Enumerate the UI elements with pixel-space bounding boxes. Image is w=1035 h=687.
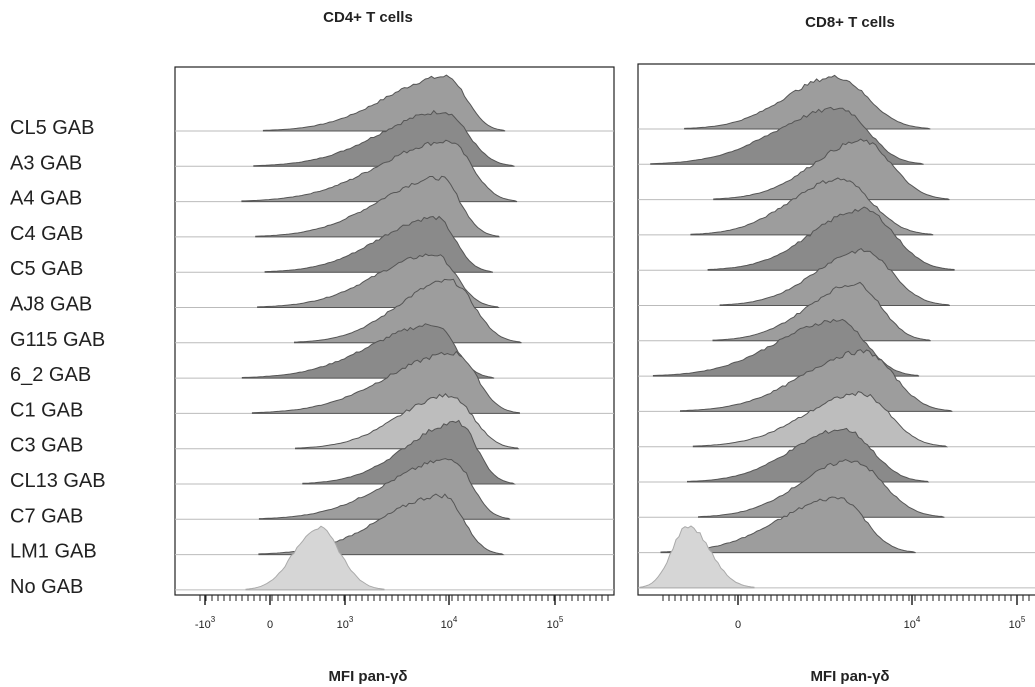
histogram xyxy=(719,247,950,306)
tick-base: 10 xyxy=(337,619,349,631)
row-label: C5 GAB xyxy=(10,258,83,280)
row-label: A3 GAB xyxy=(10,152,82,174)
x-tick-label: 104 xyxy=(441,615,458,631)
histogram xyxy=(713,138,950,201)
x-axis-label: MFI pan-γδ xyxy=(328,668,407,685)
panel: 0 104 105 xyxy=(637,63,1035,631)
tick-base: 0 xyxy=(735,619,741,631)
row-label: C1 GAB xyxy=(10,399,83,421)
row-label: AJ8 GAB xyxy=(10,294,92,316)
histogram xyxy=(639,525,755,589)
tick-exp: 5 xyxy=(1021,615,1026,624)
x-tick-label: 0 xyxy=(267,619,273,631)
row-label: C3 GAB xyxy=(10,435,83,457)
row-label: No GAB xyxy=(10,576,83,598)
histogram xyxy=(698,459,945,518)
row-label: C7 GAB xyxy=(10,505,83,527)
histogram xyxy=(712,281,931,342)
tick-base: 10 xyxy=(904,619,916,631)
x-tick-label: 0 xyxy=(735,619,741,631)
row-label: G115 GAB xyxy=(10,329,105,351)
tick-base: 0 xyxy=(267,619,273,631)
tick-exp: 3 xyxy=(211,615,216,624)
x-axis-label: MFI pan-γδ xyxy=(810,668,889,685)
tick-exp: 5 xyxy=(559,615,564,624)
x-tick-label: 105 xyxy=(1009,615,1026,631)
panel-title: CD4+ T cells xyxy=(323,9,413,26)
histogram xyxy=(707,206,955,271)
row-label: CL5 GAB xyxy=(10,117,94,139)
tick-base: -10 xyxy=(195,619,211,631)
tick-exp: 4 xyxy=(453,615,458,624)
row-label: 6_2 GAB xyxy=(10,364,91,386)
tick-exp: 3 xyxy=(349,615,354,624)
histogram xyxy=(294,278,522,344)
row-label: C4 GAB xyxy=(10,223,83,245)
histogram xyxy=(684,74,931,130)
x-tick-label: -103 xyxy=(195,615,216,631)
x-tick-label: 105 xyxy=(547,615,564,631)
row-label: LM1 GAB xyxy=(10,541,97,563)
tick-exp: 4 xyxy=(916,615,921,624)
x-tick-label: 104 xyxy=(904,615,921,631)
tick-base: 10 xyxy=(441,619,453,631)
tick-base: 10 xyxy=(1009,619,1021,631)
tick-base: 10 xyxy=(547,619,559,631)
row-label: CL13 GAB xyxy=(10,470,106,492)
histogram xyxy=(680,349,953,412)
histogram xyxy=(245,525,385,591)
x-tick-label: 103 xyxy=(337,615,354,631)
histogram xyxy=(692,391,949,448)
panel-title: CD8+ T cells xyxy=(805,14,895,31)
panel: -103 0 103 104 105 xyxy=(174,66,615,631)
row-label: A4 GAB xyxy=(10,188,82,210)
